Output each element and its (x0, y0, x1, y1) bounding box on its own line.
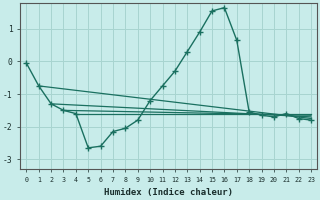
X-axis label: Humidex (Indice chaleur): Humidex (Indice chaleur) (104, 188, 233, 197)
